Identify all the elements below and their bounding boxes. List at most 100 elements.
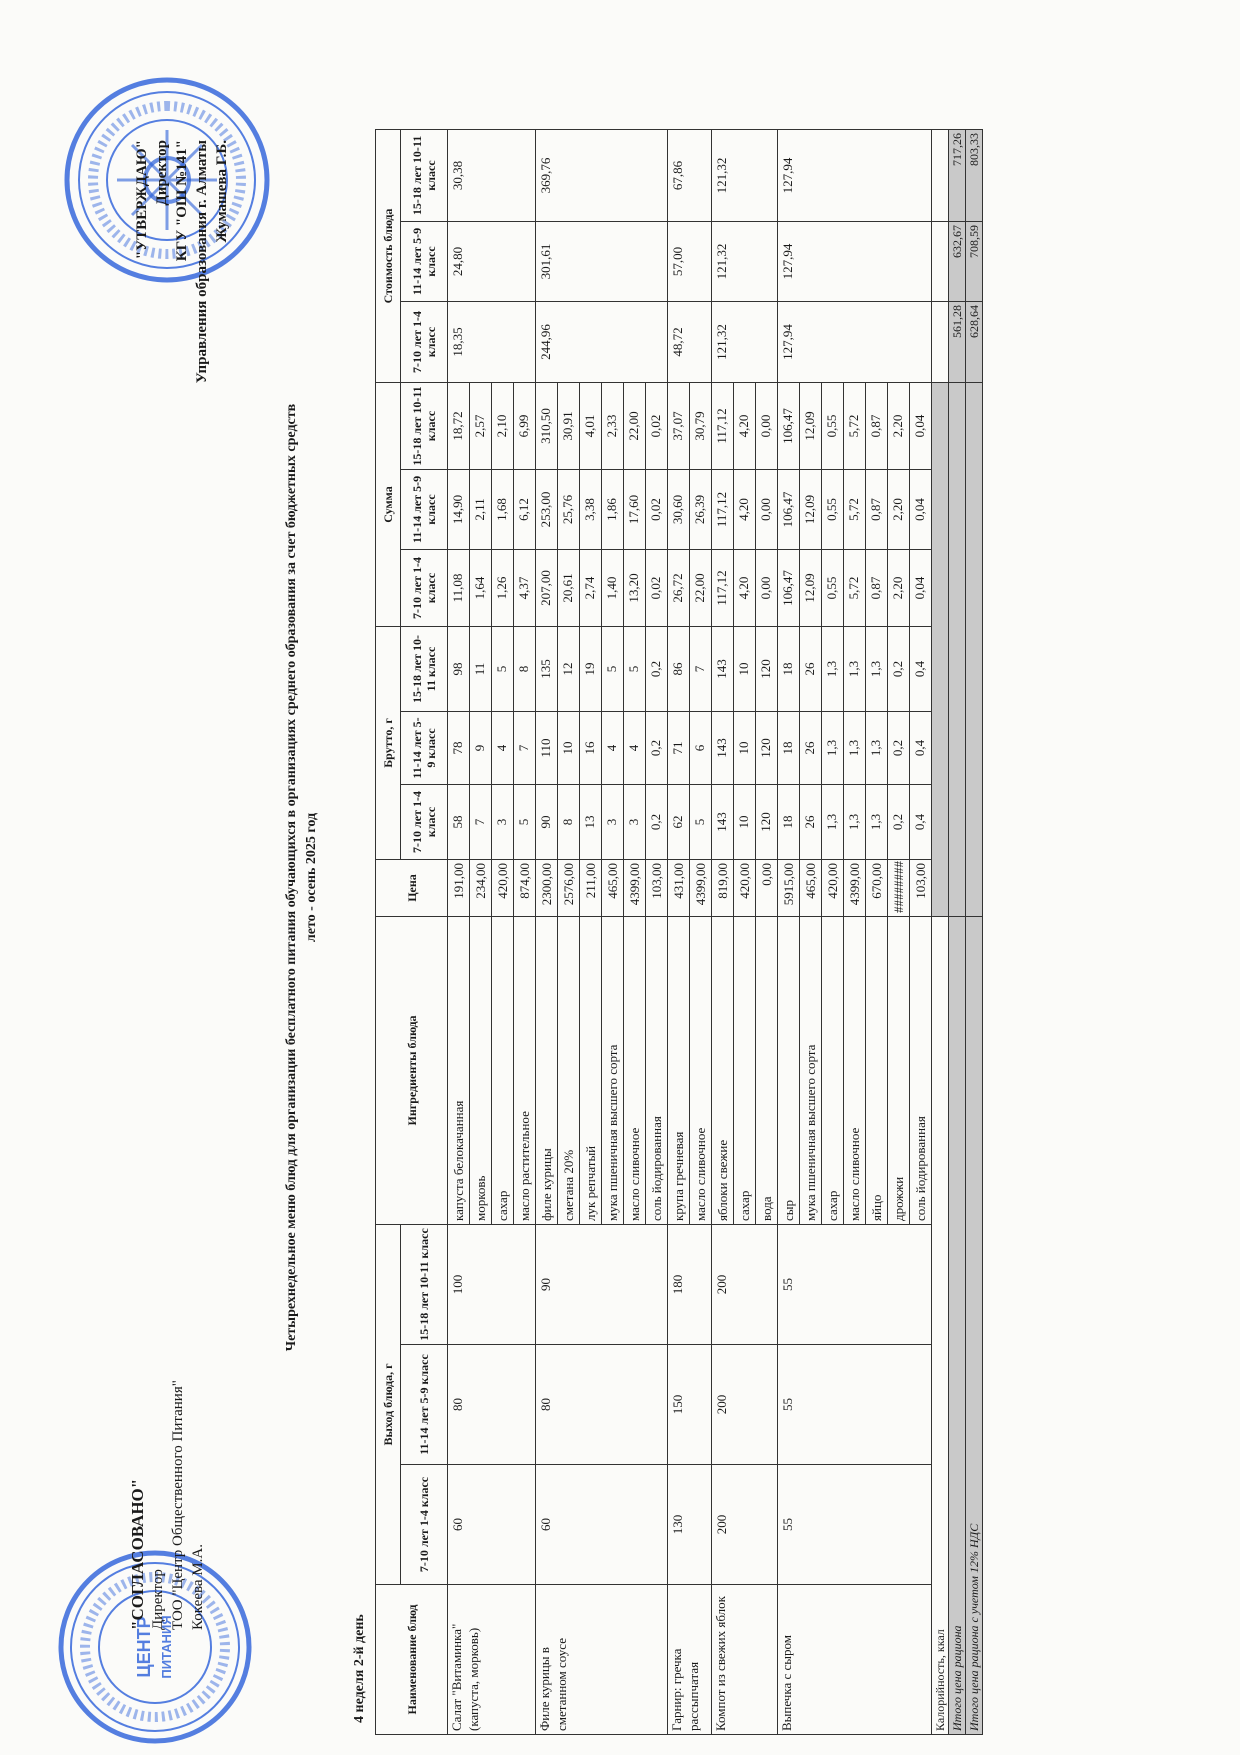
ingredient-brutto: 58: [447, 784, 470, 860]
ingredient-brutto: 0,2: [887, 626, 910, 712]
ingredient-sum: 1,86: [601, 469, 624, 550]
ingredient-sum: 0,02: [645, 382, 668, 470]
ingredient-name: сыр: [777, 916, 800, 1225]
totals-value: 628,64: [965, 301, 983, 383]
ingredient-price: 874,00: [513, 859, 536, 917]
ingredient-sum: 0,00: [755, 549, 778, 627]
dish-output: 90: [535, 1224, 668, 1345]
title-season: лето - осень 2025 год: [304, 812, 319, 943]
ingredient-name: капуста белокачанная: [447, 916, 470, 1225]
ingredient-sum: 5,72: [843, 549, 866, 627]
approval-org: ТОО "Центр Общественного Питания": [170, 1380, 186, 1630]
header-age-group: 11-14 лет 5-9 класс: [400, 221, 448, 302]
ingredient-sum: 0,04: [909, 549, 932, 627]
ingredient-name: дрожжи: [887, 916, 910, 1225]
ingredient-name: сахар: [733, 916, 756, 1225]
header-age-group: 15-18 лет 10-11 класс: [400, 1224, 448, 1345]
dish-cost: 48,72: [667, 301, 712, 383]
ingredient-sum: 22,00: [623, 382, 646, 470]
totals-empty: [931, 382, 949, 917]
stamp-left-icon: ЦЕНТР ПИТАНИЯ: [58, 1550, 252, 1744]
ingredient-brutto: 7: [513, 711, 536, 785]
dish-cost: 67,86: [667, 129, 712, 222]
ingredient-brutto: 8: [513, 626, 536, 712]
ingredient-brutto: 5: [601, 626, 624, 712]
ingredient-name: масло сливочное: [623, 916, 646, 1225]
approval-org: КГУ "ОШ №141": [174, 140, 190, 262]
ingredient-sum: 253,00: [535, 469, 558, 550]
ingredient-sum: 4,01: [579, 382, 602, 470]
approval-title: "УТВЕРЖДАЮ": [134, 140, 150, 260]
ingredient-name: сахар: [821, 916, 844, 1225]
dish-output: 130: [667, 1464, 712, 1585]
dish-output: 180: [667, 1224, 712, 1345]
ingredient-brutto: 1,3: [821, 626, 844, 712]
ingredient-name: вода: [755, 916, 778, 1225]
ingredient-name: филе курицы: [535, 916, 558, 1225]
header-age-group: 11-14 лет 5-9 класс: [400, 711, 448, 785]
title-line: Четырехнедельное меню блюд для организац…: [284, 403, 299, 1352]
ingredient-sum: 0,87: [865, 469, 888, 550]
ingredient-name: сметана 20%: [557, 916, 580, 1225]
ingredient-sum: 25,76: [557, 469, 580, 550]
totals-empty: [965, 382, 983, 917]
ingredient-sum: 0,00: [755, 382, 778, 470]
ingredient-sum: 2,33: [601, 382, 624, 470]
ingredient-brutto: 1,3: [843, 784, 866, 860]
ingredient-brutto: 1,3: [865, 626, 888, 712]
ingredient-sum: 0,04: [909, 469, 932, 550]
ingredient-brutto: 120: [755, 784, 778, 860]
ingredient-brutto: 0,2: [887, 784, 910, 860]
dish-name: Филе курицы в сметанном соусе: [535, 1584, 668, 1735]
ingredient-sum: 0,02: [645, 469, 668, 550]
ingredient-sum: 5,72: [843, 469, 866, 550]
ingredient-name: мука пшеничная высшего сорта: [799, 916, 822, 1225]
ingredient-sum: 13,20: [623, 549, 646, 627]
week-day-label: 4 неделя 2-й день: [352, 1614, 367, 1723]
ingredient-sum: 310,50: [535, 382, 558, 470]
ingredient-sum: 0,87: [865, 382, 888, 470]
ingredient-price: 431,00: [667, 859, 690, 917]
ingredient-brutto: 98: [447, 626, 470, 712]
ingredient-price: ########: [887, 859, 910, 917]
ingredient-brutto: 110: [535, 711, 558, 785]
svg-text:ЦЕНТР: ЦЕНТР: [134, 1616, 154, 1677]
dish-name: Гарнир: гречка рассыпчатая: [667, 1584, 712, 1735]
ingredient-sum: 117,12: [711, 382, 734, 470]
ingredient-brutto: 26: [799, 784, 822, 860]
dish-output: 200: [711, 1344, 778, 1465]
ingredient-price: 4399,00: [843, 859, 866, 917]
dish-name: Салат "Витаминка" (капуста, морковь): [447, 1584, 536, 1735]
ingredient-brutto: 13: [579, 784, 602, 860]
ingredient-name: масло сливочное: [843, 916, 866, 1225]
ingredient-sum: 1,40: [601, 549, 624, 627]
totals-label: Итого цена рациона с учетом 12% НДС: [965, 916, 983, 1735]
header-age-group: 11-14 лет 5-9 класс: [400, 1344, 448, 1465]
ingredient-brutto: 7: [689, 626, 712, 712]
totals-label: Итого цена рациона: [948, 916, 966, 1735]
ingredient-sum: 2,20: [887, 549, 910, 627]
ingredient-brutto: 120: [755, 711, 778, 785]
dish-cost: 301,61: [535, 221, 668, 302]
ingredient-brutto: 0,2: [645, 626, 668, 712]
header-age-group: 15-18 лет 10-11 класс: [400, 129, 448, 222]
ingredient-sum: 117,12: [711, 469, 734, 550]
header-age-group: 7-10 лет 1-4 класс: [400, 549, 448, 627]
ingredient-price: 211,00: [579, 859, 602, 917]
ingredient-brutto: 143: [711, 711, 734, 785]
ingredient-brutto: 10: [557, 711, 580, 785]
ingredient-sum: 30,60: [667, 469, 690, 550]
dish-cost: 369,76: [535, 129, 668, 222]
ingredient-price: 103,00: [645, 859, 668, 917]
totals-value: 561,28: [948, 301, 966, 383]
ingredient-brutto: 4: [491, 711, 514, 785]
ingredient-brutto: 1,3: [821, 711, 844, 785]
ingredient-price: 465,00: [799, 859, 822, 917]
totals-row: Калорийность, ккал: [931, 129, 949, 1735]
ingredient-brutto: 1,3: [821, 784, 844, 860]
totals-value: 632,67: [948, 221, 966, 302]
ingredient-sum: 4,20: [733, 549, 756, 627]
totals-empty: [948, 382, 966, 917]
ingredient-sum: 0,00: [755, 469, 778, 550]
ingredient-brutto: 3: [601, 784, 624, 860]
